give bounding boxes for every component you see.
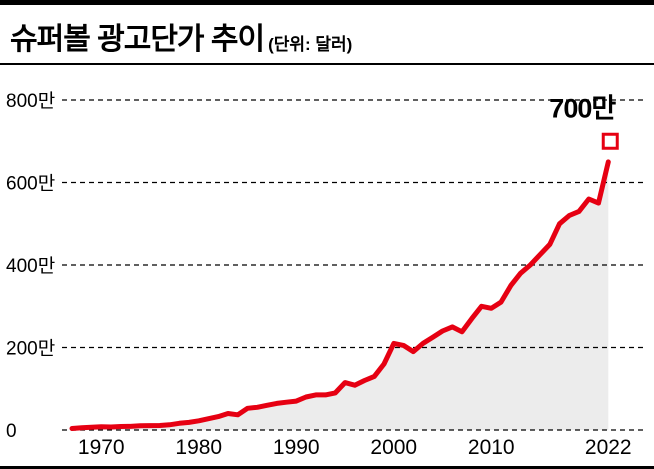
area-fill — [72, 161, 609, 430]
x-tick-label: 2000 — [370, 436, 417, 459]
top-border-rule — [0, 0, 654, 5]
unit-label: (단위: 달러) — [268, 35, 353, 54]
peak-marker — [601, 132, 619, 150]
x-tick-label: 1990 — [273, 436, 320, 459]
x-tick-label: 1980 — [175, 436, 222, 459]
ad-price-chart: 0 200만 400만 600만 800만 1970 1980 1990 2000 2010 202… — [0, 67, 654, 466]
y-tick-label: 0 — [6, 421, 17, 442]
y-tick-label: 800만 — [6, 90, 55, 112]
x-tick-label: 1970 — [78, 436, 125, 459]
bottom-border-rule — [0, 466, 654, 469]
y-tick-label: 400만 — [6, 255, 55, 277]
x-tick-label: 2022 — [585, 436, 632, 459]
page-title: 슈퍼볼 광고단가 추이 — [10, 23, 265, 56]
ad-price-trend-svg: 0 200만 400만 600만 800만 1970 1980 1990 2000 2010 202… — [6, 90, 646, 459]
peak-value-label: 700만 — [549, 93, 616, 123]
trend-line — [69, 159, 611, 431]
y-tick-label: 200만 — [6, 338, 55, 360]
x-tick-label: 2010 — [468, 436, 515, 459]
chart-header: 슈퍼볼 광고단가 추이 (단위: 달러) — [0, 5, 654, 65]
y-tick-label: 600만 — [6, 173, 55, 195]
